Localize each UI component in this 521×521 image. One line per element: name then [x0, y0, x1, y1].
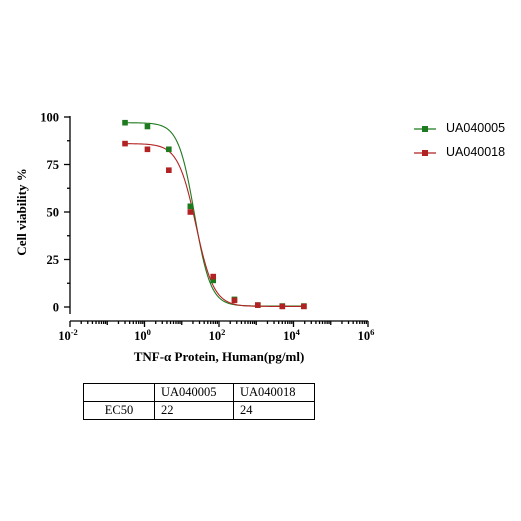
chart-points [122, 119, 307, 310]
fit-curve-1 [125, 143, 304, 307]
data-point [210, 273, 217, 280]
table-header-cell [83, 383, 155, 402]
legend-swatch-green [414, 126, 436, 132]
data-point [144, 123, 151, 130]
legend-label: UA040005 [446, 121, 506, 135]
x-tick-label: 106 [358, 327, 375, 343]
legend-label: UA040018 [446, 145, 506, 159]
data-point [231, 297, 238, 304]
chart-curves [125, 122, 304, 307]
data-point [122, 140, 128, 147]
y-tick-label: 25 [47, 253, 60, 267]
y-axis-label: Cell viability % [14, 168, 29, 255]
data-point [301, 303, 307, 310]
data-point [166, 167, 172, 173]
x-tick-label: 104 [283, 327, 301, 343]
data-point [144, 146, 151, 153]
x-tick-label: 102 [209, 327, 226, 343]
x-tick-label: 10-2 [58, 327, 78, 343]
data-point [122, 119, 128, 126]
data-point [210, 277, 217, 284]
legend-swatch-red [414, 150, 436, 156]
table-header-cell: UA040018 [233, 383, 315, 402]
chart-axes: 0 25 50 75 100 10-2 100 102 104 106 TNF-α Protein,… [14, 111, 374, 365]
y-tick-label: 50 [47, 206, 60, 220]
table-cell: EC50 [83, 401, 155, 420]
y-tick-label: 100 [40, 111, 59, 125]
table-cell: 24 [233, 401, 315, 420]
data-point [187, 209, 194, 215]
ec50-table: UA040005 UA040018 EC50 22 24 [83, 383, 315, 420]
x-axis-label: TNF-α Protein, Human(pg/ml) [134, 349, 305, 364]
table-header-row: UA040005 UA040018 [83, 383, 315, 402]
table-cell: 22 [154, 401, 234, 420]
data-point [187, 203, 194, 210]
data-point [254, 302, 261, 308]
table-header-cell: UA040005 [154, 383, 234, 402]
table-row: EC50 22 24 [83, 401, 315, 420]
data-point [166, 146, 172, 153]
data-point [279, 303, 286, 310]
x-tick-label: 100 [134, 327, 151, 343]
y-tick-label: 75 [47, 158, 60, 172]
y-tick-label: 0 [53, 301, 59, 315]
